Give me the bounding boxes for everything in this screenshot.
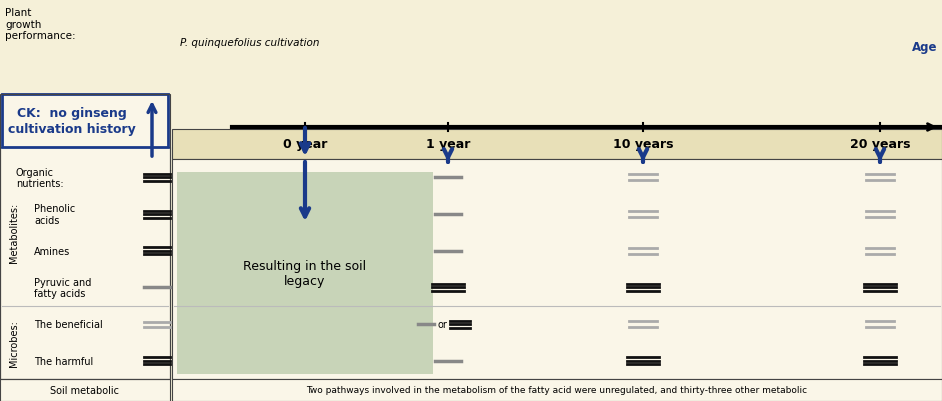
Text: Metabolites:: Metabolites: (9, 203, 19, 263)
Text: Pyruvic and
fatty acids: Pyruvic and fatty acids (34, 277, 91, 298)
Bar (172, 0, 942, 130)
Text: Microbes:: Microbes: (9, 319, 19, 366)
Text: CK:  no ginseng
cultivation history: CK: no ginseng cultivation history (8, 107, 136, 135)
Bar (0, 0, 170, 130)
Bar (172, 130, 942, 160)
Text: Amines: Amines (34, 246, 71, 256)
Text: 0 year: 0 year (283, 138, 327, 151)
Text: 1 year: 1 year (426, 138, 470, 151)
Text: Phenolic
acids: Phenolic acids (34, 204, 75, 225)
Text: Organic
nutrients:: Organic nutrients: (16, 167, 64, 188)
Text: The harmful: The harmful (34, 356, 93, 366)
Bar (2, 95, 168, 148)
Bar (177, 172, 433, 374)
Bar (0, 379, 170, 401)
Text: The beneficial: The beneficial (34, 319, 103, 329)
Text: Two pathways involved in the metabolism of the fatty acid were unregulated, and : Two pathways involved in the metabolism … (306, 385, 807, 395)
Text: Age: Age (912, 41, 937, 55)
Text: P. quinquefolius cultivation: P. quinquefolius cultivation (180, 38, 319, 48)
Bar (0, 95, 170, 379)
Bar (172, 379, 942, 401)
Bar (172, 160, 942, 379)
Bar (0, 148, 170, 379)
Text: 20 years: 20 years (850, 138, 910, 151)
Text: Soil metabolic: Soil metabolic (51, 385, 120, 395)
Text: or: or (437, 319, 447, 329)
Text: 10 years: 10 years (612, 138, 674, 151)
Text: Plant
growth
performance:: Plant growth performance: (5, 8, 75, 41)
Text: Resulting in the soil
legacy: Resulting in the soil legacy (243, 259, 366, 287)
